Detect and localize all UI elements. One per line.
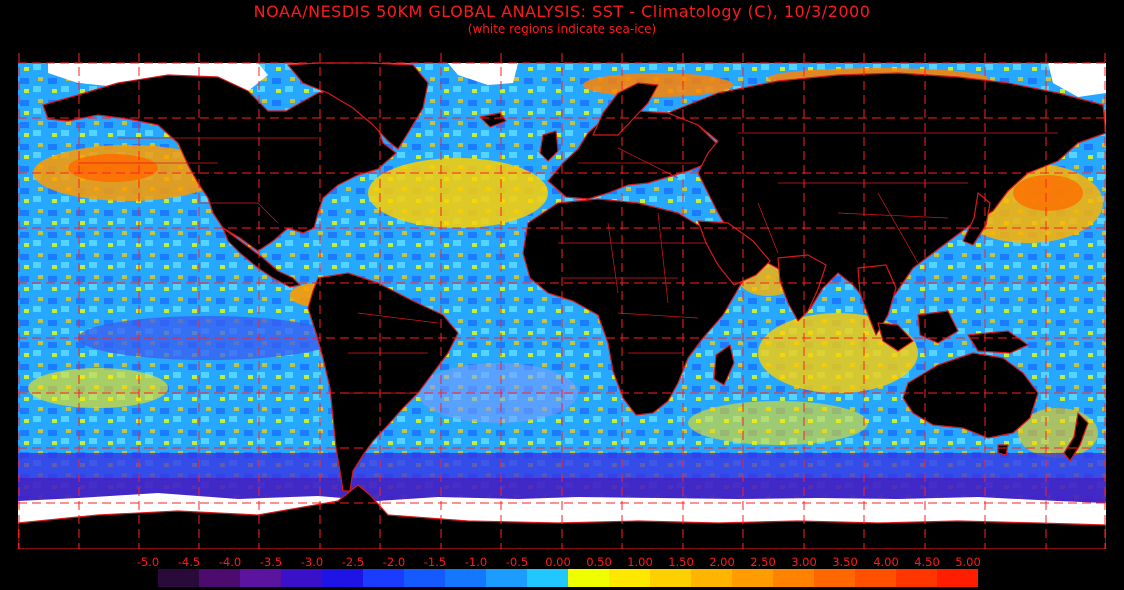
north-america — [42, 74, 397, 252]
legend-tick-label: -3.0 — [300, 555, 324, 569]
legend-tick-label: -3.5 — [259, 555, 283, 569]
madagascar — [713, 344, 735, 386]
legend-swatch — [486, 569, 527, 587]
legend-tick-label: 2.50 — [750, 555, 776, 569]
sumatra-borneo — [877, 310, 959, 352]
legend-tick-label: -2.0 — [382, 555, 406, 569]
scandinavia — [592, 82, 659, 136]
tasmania — [997, 444, 1009, 456]
color-legend — [158, 569, 978, 587]
legend-tick-label: -1.5 — [423, 555, 447, 569]
legend-tick-labels: -5.0 -4.5 -4.0 -3.5 -3.0 -2.5 -2.0 -1.5 -1.0 -0.5… — [0, 555, 1124, 569]
central-america — [222, 227, 301, 288]
legend-swatch — [527, 569, 568, 587]
legend-tick-label: 1.00 — [627, 555, 653, 569]
warm-anomaly-indian-ocean — [758, 313, 918, 393]
warm-anomaly-south-pacific — [28, 368, 168, 408]
warm-anomaly-north-atlantic — [368, 158, 548, 228]
asia — [667, 72, 1106, 316]
africa — [522, 198, 745, 416]
legend-swatch — [445, 569, 486, 587]
legend-swatch — [609, 569, 650, 587]
legend-swatch — [937, 569, 978, 587]
new-zealand — [1063, 412, 1089, 462]
legend-tick-label: 2.00 — [709, 555, 735, 569]
legend-swatch — [568, 569, 609, 587]
legend-tick-label: 3.00 — [791, 555, 817, 569]
legend-tick-label: -1.0 — [464, 555, 488, 569]
warm-anomaly-nw-pacific-core — [1013, 175, 1083, 211]
australia — [902, 352, 1039, 439]
legend-tick-label: 5.00 — [955, 555, 981, 569]
japan — [962, 192, 991, 246]
map-canvas — [18, 53, 1106, 549]
legend-swatch — [896, 569, 937, 587]
graticule — [18, 53, 1106, 549]
antarctica — [18, 484, 1106, 549]
legend-swatch — [773, 569, 814, 587]
arabian-peninsula — [697, 220, 771, 286]
south-america — [307, 272, 459, 492]
legend-tick-label: -2.5 — [341, 555, 365, 569]
legend-swatch — [650, 569, 691, 587]
iceland — [479, 112, 507, 128]
legend-tick-label: -4.5 — [177, 555, 201, 569]
indonesia-new-guinea — [967, 330, 1029, 354]
legend-swatch — [240, 569, 281, 587]
legend-swatch — [322, 569, 363, 587]
legend-tick-label: 0.50 — [586, 555, 612, 569]
legend-tick-label: 4.50 — [914, 555, 940, 569]
legend-tick-label: 3.50 — [832, 555, 858, 569]
legend-tick-label: -5.0 — [136, 555, 160, 569]
legend-swatch — [855, 569, 896, 587]
legend-tick-label: -0.5 — [505, 555, 529, 569]
political-borders — [78, 132, 1058, 394]
legend-tick-label: -4.0 — [218, 555, 242, 569]
arctic-sea-ice-east — [1048, 63, 1106, 97]
sst-anomaly-map — [18, 53, 1106, 549]
legend-swatch — [732, 569, 773, 587]
legend-swatch — [281, 569, 322, 587]
legend-swatch — [158, 569, 199, 587]
india — [777, 254, 827, 322]
legend-swatch — [691, 569, 732, 587]
map-subtitle: (white regions indicate sea-ice) — [467, 22, 657, 36]
warm-anomaly-south-indian — [688, 401, 868, 445]
legend-swatch — [814, 569, 855, 587]
legend-tick-label: 0.00 — [545, 555, 571, 569]
warm-anomaly-north-pacific-core — [68, 154, 158, 182]
legend-swatch — [199, 569, 240, 587]
map-title: NOAA/NESDIS 50KM GLOBAL ANALYSIS: SST - … — [253, 2, 871, 21]
legend-tick-label: 1.50 — [668, 555, 694, 569]
landmasses — [18, 62, 1106, 549]
legend-swatch — [363, 569, 404, 587]
legend-tick-label: 4.00 — [873, 555, 899, 569]
british-isles — [539, 130, 559, 162]
legend-swatch — [404, 569, 445, 587]
